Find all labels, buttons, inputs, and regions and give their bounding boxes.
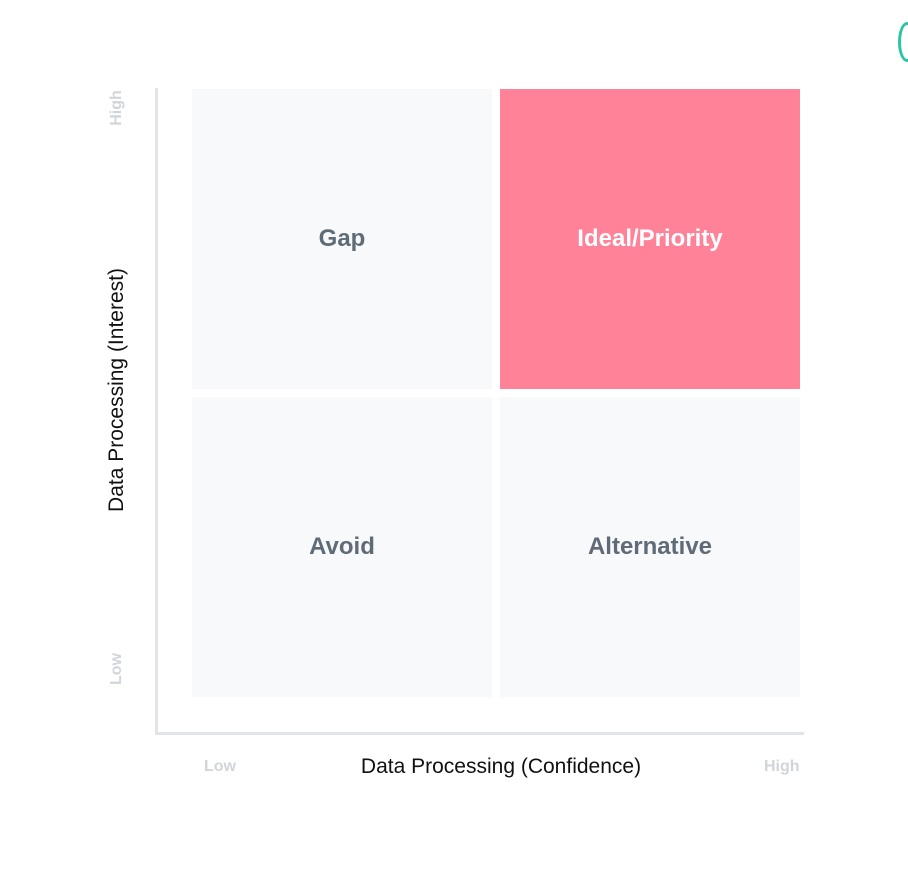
quadrant-avoid: Avoid bbox=[192, 397, 492, 697]
y-axis-low-label: Low bbox=[108, 653, 125, 685]
quadrant-ideal-priority-label: Ideal/Priority bbox=[577, 225, 723, 252]
quadrant-gap-label: Gap bbox=[318, 225, 366, 252]
quadrant-avoid-label: Avoid bbox=[309, 533, 375, 560]
x-axis-line bbox=[155, 732, 804, 735]
x-axis-high-label: High bbox=[764, 758, 800, 775]
x-axis-low-label: Low bbox=[204, 758, 236, 775]
quadrant-ideal-priority: Ideal/Priority bbox=[500, 89, 800, 389]
x-axis-title: Data Processing (Confidence) bbox=[360, 755, 642, 778]
y-axis-title: Data Processing (Interest) bbox=[105, 268, 128, 512]
quadrant-gap: Gap bbox=[192, 89, 492, 389]
y-axis-line bbox=[155, 88, 158, 735]
edge-accent-shape bbox=[898, 22, 908, 62]
quadrant-alternative: Alternative bbox=[500, 397, 800, 697]
y-axis-high-label: High bbox=[108, 90, 125, 126]
quadrant-alternative-label: Alternative bbox=[587, 533, 713, 560]
